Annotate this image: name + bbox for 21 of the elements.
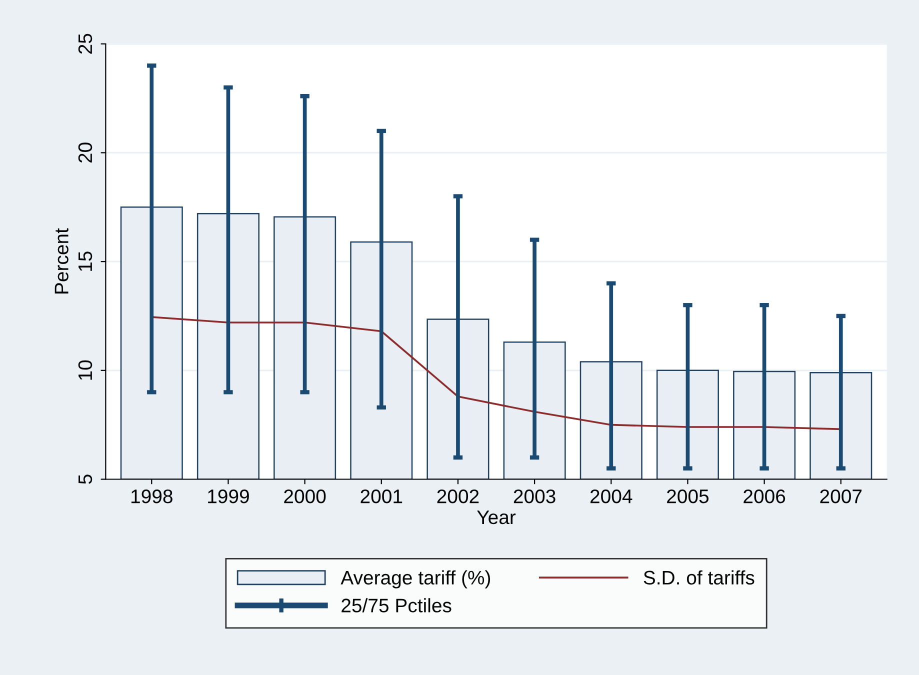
- y-tick-label: 20: [78, 142, 92, 163]
- legend-label: Average tariff (%): [340, 570, 490, 588]
- x-tick-label: 2004: [590, 489, 632, 504]
- x-tick-label: 2002: [437, 489, 479, 504]
- x-tick-label: 1999: [208, 489, 249, 504]
- x-tick-label: 2003: [514, 489, 556, 504]
- legend-label: S.D. of tariffs: [644, 570, 754, 585]
- legend-label: 25/75 Pctiles: [342, 598, 452, 612]
- y-tick-label: 10: [78, 360, 92, 380]
- y-tick-label: 25: [78, 34, 92, 54]
- x-axis-title: Year: [477, 510, 516, 524]
- y-tick-label: 15: [78, 252, 92, 271]
- x-tick-label: 2000: [284, 489, 326, 504]
- y-tick-label: 5: [78, 474, 92, 484]
- x-tick-label: 2005: [667, 489, 709, 504]
- x-tick-label: 2007: [820, 489, 862, 504]
- line-series: [150, 316, 842, 430]
- x-tick-label: 1998: [131, 489, 172, 504]
- x-tick-label: 2001: [360, 489, 402, 504]
- y-axis-title: Percent: [54, 228, 68, 294]
- x-tick-label: 2006: [744, 489, 786, 504]
